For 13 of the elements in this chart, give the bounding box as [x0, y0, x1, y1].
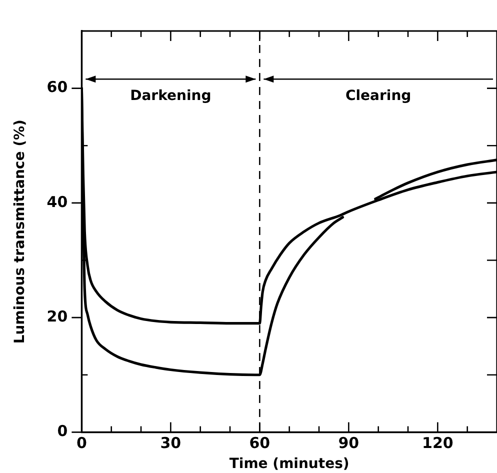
y-tick-label: 20 — [46, 307, 68, 326]
x-tick-label: 60 — [249, 434, 270, 452]
x-tick-label: 120 — [422, 434, 454, 452]
y-tick-label: 40 — [46, 192, 68, 211]
annotation: Darkening — [130, 88, 212, 104]
y-tick-label: 60 — [46, 78, 68, 96]
annotation: Clearing — [345, 88, 412, 104]
y-tick-label: 0 — [57, 422, 68, 440]
x-tick-label: 30 — [160, 434, 182, 452]
x-tick-label: 90 — [338, 434, 360, 452]
x-tick-label: 0 — [76, 434, 87, 452]
y-axis-title: Luminous transmittance (%) — [12, 120, 28, 344]
x-axis-title: Time (minutes) — [229, 456, 350, 472]
